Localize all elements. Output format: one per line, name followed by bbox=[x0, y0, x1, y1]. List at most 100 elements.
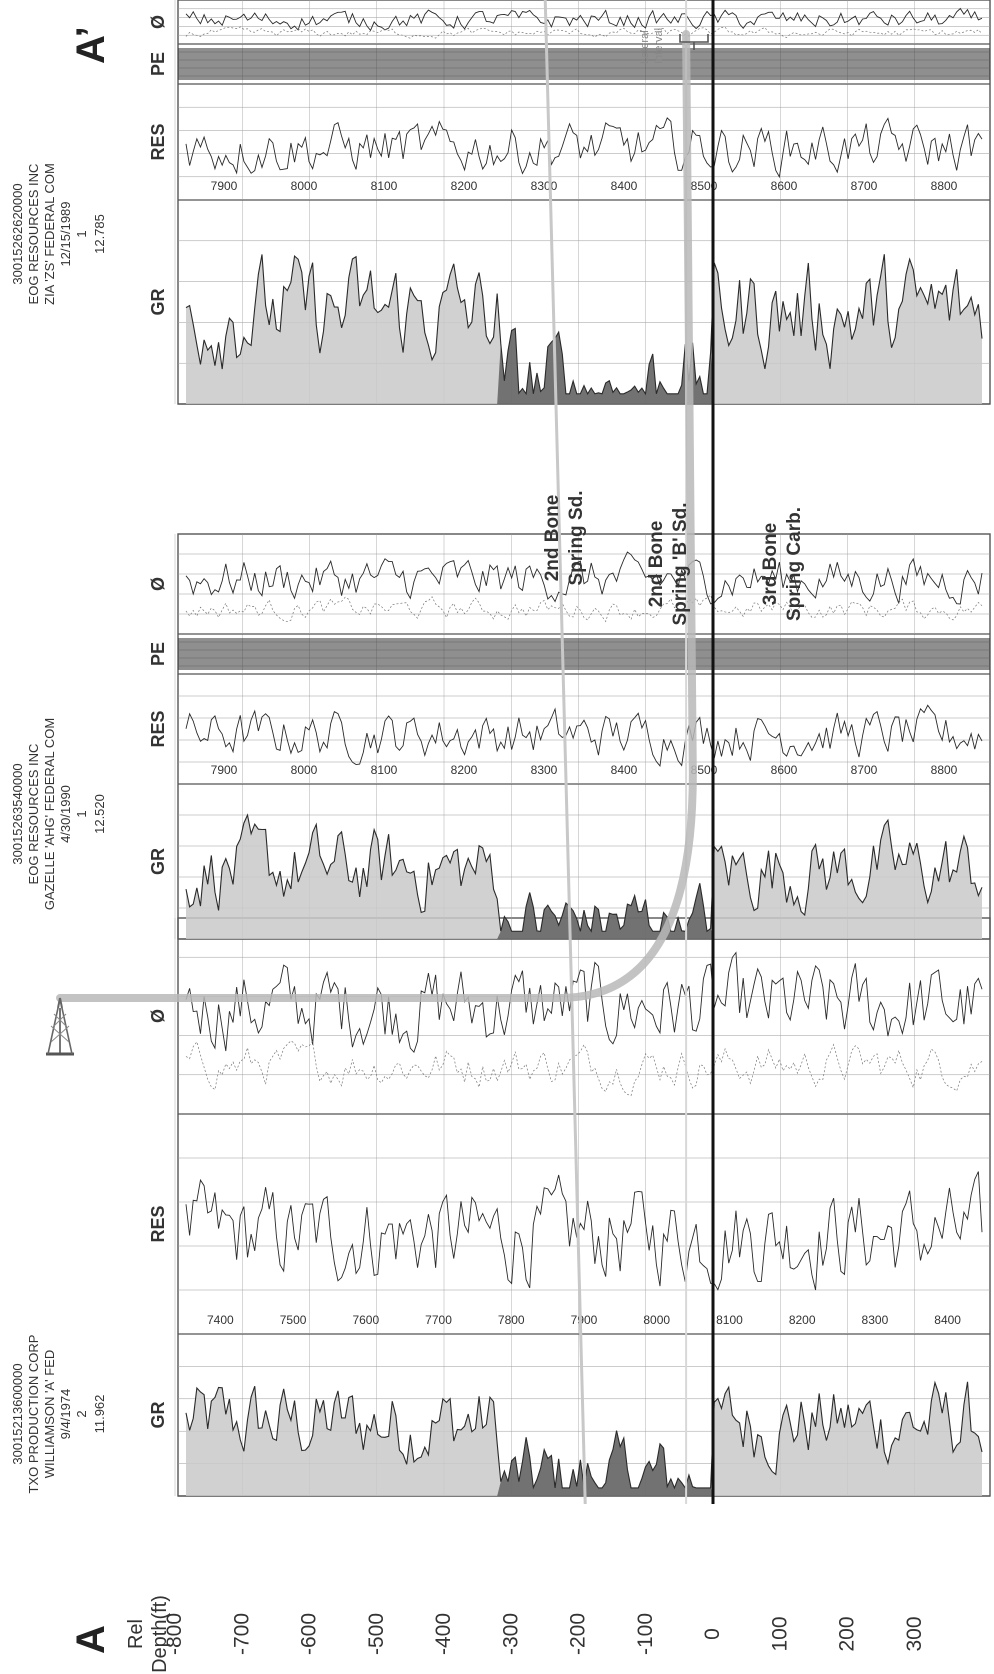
depth-tick-label: 8500 bbox=[691, 763, 718, 777]
well-2-date: 4/30/1990 bbox=[58, 785, 73, 843]
log-track-gr: GR bbox=[148, 200, 990, 405]
depth-tick-label: 8600 bbox=[771, 763, 798, 777]
depth-tick-label: 8300 bbox=[862, 1313, 889, 1327]
depth-tick-label: 7900 bbox=[211, 763, 238, 777]
phi-curve-2 bbox=[185, 1040, 983, 1097]
depth-tick-label: 7800 bbox=[498, 1313, 525, 1327]
lateral-label-line2: Interval bbox=[653, 28, 665, 64]
axis-tick-label: -200 bbox=[567, 1613, 590, 1655]
log-track-phi: Ø bbox=[148, 534, 990, 635]
well-3-elevation: 12.785 bbox=[92, 214, 107, 254]
lateral-label-line1: Lateral bbox=[639, 30, 651, 64]
depth-tick-label: 8000 bbox=[291, 179, 318, 193]
depth-tick-label: 8400 bbox=[611, 763, 638, 777]
well-1-operator: TXO PRODUCTION CORP bbox=[26, 1335, 41, 1494]
well-1-number: 2 bbox=[74, 1410, 89, 1417]
depth-tick-label: 7400 bbox=[207, 1313, 234, 1327]
horizontal-wellbore bbox=[56, 30, 697, 1002]
depth-tick-label: 8100 bbox=[371, 763, 398, 777]
drilling-rig-icon bbox=[46, 997, 74, 1056]
gr-fill bbox=[186, 254, 982, 404]
depth-tick-label: 7900 bbox=[211, 179, 238, 193]
track-header-label: RES bbox=[148, 710, 168, 747]
well-3-api: 30015262620000 bbox=[10, 183, 25, 284]
well-1-date: 9/4/1974 bbox=[58, 1389, 73, 1440]
formation-3-line1: 3rd Bone bbox=[760, 523, 781, 605]
well-1-api: 30015213600000 bbox=[10, 1363, 25, 1464]
axis-tick-label: -500 bbox=[365, 1613, 388, 1655]
log-track-phi: Ø bbox=[148, 0, 990, 45]
track-header-label: PE bbox=[148, 642, 168, 666]
log-track-gr: GR bbox=[148, 784, 990, 940]
log-track-res: RES bbox=[148, 84, 990, 201]
formation-1-line2: Spring Sd. bbox=[566, 491, 587, 586]
depth-tick-label: 7700 bbox=[425, 1313, 452, 1327]
depth-tick-label: 8300 bbox=[531, 763, 558, 777]
phi-curve-2 bbox=[185, 26, 983, 39]
depth-tick-label: 8700 bbox=[851, 763, 878, 777]
formation-3-line2: Spring Carb. bbox=[784, 507, 805, 621]
res-curve bbox=[185, 704, 983, 767]
track-header-label: RES bbox=[148, 123, 168, 160]
pe-band bbox=[178, 638, 990, 670]
well-header-3: 30015262620000 EOG RESOURCES INC ZIA 'ZS… bbox=[10, 163, 107, 305]
well-log-1: GR RES Ø 7400 7500 7600 7700 7800 7900 8000 8100 82… bbox=[148, 917, 991, 1497]
depth-tick-label: 7500 bbox=[280, 1313, 307, 1327]
pe-band bbox=[178, 48, 990, 80]
formation-markers bbox=[543, 0, 688, 1505]
well-log-3: GR RES PE Ø 7900 8000 8100 8200 8300 8400 8500 8600… bbox=[148, 0, 991, 405]
depth-tick-label: 8100 bbox=[371, 179, 398, 193]
track-header-label: Ø bbox=[148, 15, 168, 29]
well-3-number: 1 bbox=[74, 230, 89, 237]
well-3-operator: EOG RESOURCES INC bbox=[26, 164, 41, 305]
axis-tick-label: -100 bbox=[634, 1613, 657, 1655]
gr-fill bbox=[186, 1381, 982, 1496]
depth-tick-label: 7600 bbox=[352, 1313, 379, 1327]
log-track-pe: PE bbox=[148, 44, 990, 85]
gr-curve bbox=[185, 254, 983, 396]
phi-curve bbox=[185, 951, 983, 1054]
axis-tick-label: 200 bbox=[836, 1616, 859, 1651]
gr-fill-shale bbox=[186, 328, 982, 404]
well-path bbox=[56, 30, 697, 1002]
depth-tick-label: 8200 bbox=[789, 1313, 816, 1327]
log-track-res: RES bbox=[148, 674, 990, 785]
section-start-label: A bbox=[69, 1625, 113, 1654]
well-2-api: 30015263540000 bbox=[10, 763, 25, 864]
res-curve bbox=[185, 117, 983, 179]
axis-tick-label: -300 bbox=[499, 1613, 522, 1655]
track-header-label: RES bbox=[148, 1205, 168, 1242]
well-1-lease: WILLIAMSON 'A' FED bbox=[42, 1350, 57, 1478]
axis-tick-label: 0 bbox=[701, 1628, 724, 1640]
axis-tick-label: -800 bbox=[163, 1613, 186, 1655]
log-tracks: GR RES Ø 7400 7500 7600 7700 7800 7900 8000 8100 82… bbox=[148, 0, 991, 1497]
well-2-lease: GAZELLE 'AHG' FEDERAL COM bbox=[42, 718, 57, 910]
well-2-operator: EOG RESOURCES INC bbox=[26, 744, 41, 885]
well-log-2: GR RES PE Ø 7900 8000 8100 8200 8300 8400 8500 8600… bbox=[148, 533, 991, 940]
depth-tick-label: 8000 bbox=[291, 763, 318, 777]
depth-tick-label: 8500 bbox=[691, 179, 718, 193]
gr-curve bbox=[185, 813, 983, 933]
section-end-label: A’ bbox=[69, 26, 113, 64]
well-3-lease: ZIA 'ZS' FEDERAL COM bbox=[42, 163, 57, 305]
formation-1-line1: 2nd Bone bbox=[542, 495, 563, 582]
well-header-1: 30015213600000 TXO PRODUCTION CORP WILLI… bbox=[10, 1335, 107, 1494]
axis-title-line2: Depth(ft) bbox=[149, 1595, 171, 1673]
depth-tick-label: 8200 bbox=[451, 179, 478, 193]
rel-depth-axis: A Rel Depth(ft) -800 -700 -600 -500 -400 -300… bbox=[69, 1595, 926, 1673]
depth-tick-label: 8100 bbox=[716, 1313, 743, 1327]
well-2-elevation: 12.520 bbox=[92, 794, 107, 834]
depth-tick-label: 8400 bbox=[611, 179, 638, 193]
gr-fill bbox=[186, 815, 982, 939]
res-curve bbox=[185, 1171, 983, 1291]
depth-tick-label: 8800 bbox=[931, 763, 958, 777]
depth-tick-label: 8700 bbox=[851, 179, 878, 193]
well-3-date: 12/15/1989 bbox=[58, 201, 73, 266]
axis-tick-label: 300 bbox=[903, 1616, 926, 1651]
well-2-number: 1 bbox=[74, 810, 89, 817]
track-header-label: Ø bbox=[148, 1009, 168, 1023]
axis-tick-label: 100 bbox=[768, 1616, 791, 1651]
